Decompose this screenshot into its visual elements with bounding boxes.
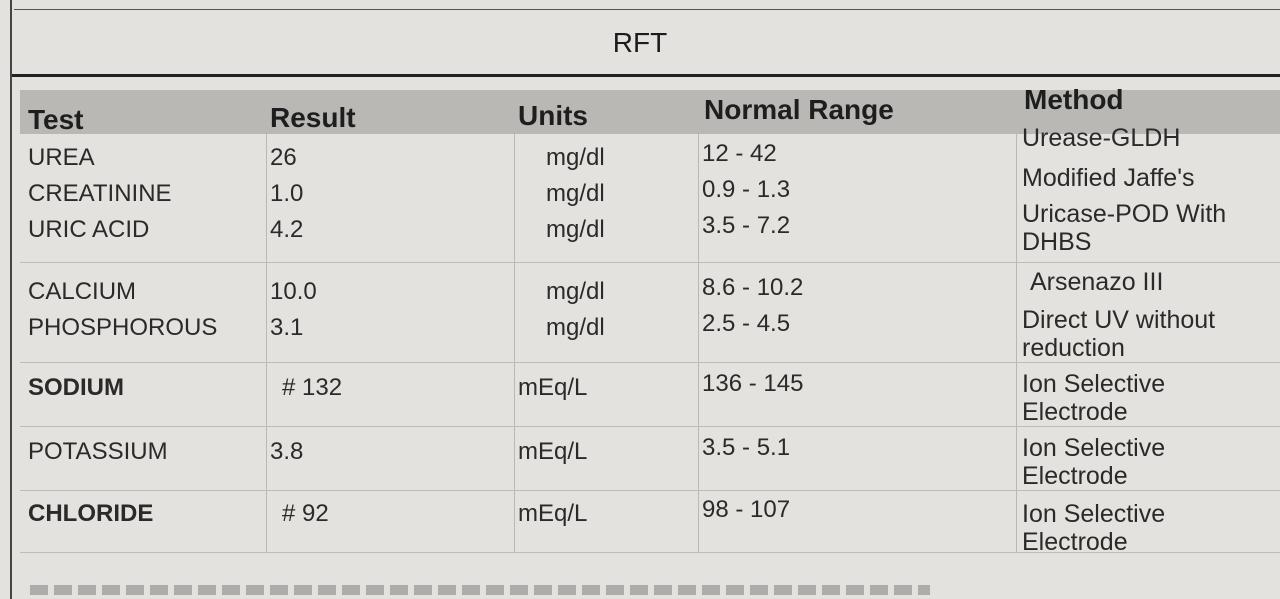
units-cell: mEq/L — [518, 500, 588, 527]
column-divider — [266, 134, 267, 552]
method-cell: Electrode — [1022, 528, 1128, 556]
test-name-cell: CALCIUM — [28, 278, 137, 305]
normal-range-cell: 136 - 145 — [702, 370, 804, 397]
method-cell: Modified Jaffe's — [1022, 164, 1195, 192]
footer-note-fragment — [30, 585, 930, 595]
normal-range-cell: 3.5 - 7.2 — [702, 212, 791, 239]
header-test: Test — [28, 104, 84, 135]
column-divider — [514, 134, 515, 552]
test-name-cell: CHLORIDE — [28, 500, 154, 527]
units-cell: mg/dl — [546, 216, 605, 243]
group-divider — [20, 362, 1280, 363]
test-name-cell: SODIUM — [28, 374, 124, 401]
normal-range-cell: 98 - 107 — [702, 496, 791, 523]
test-name-cell: UREA — [28, 144, 95, 171]
test-name-cell: CREATININE — [28, 180, 172, 207]
result-cell: 3.8 — [270, 438, 304, 465]
left-border-line — [10, 0, 12, 599]
column-divider — [1016, 134, 1017, 552]
header-normal-range: Normal Range — [704, 94, 894, 125]
result-cell: 26 — [270, 144, 297, 171]
normal-range-cell: 8.6 - 10.2 — [702, 274, 804, 301]
units-cell: mg/dl — [546, 278, 605, 305]
method-cell: reduction — [1022, 334, 1125, 362]
method-cell: Arsenazo III — [1030, 268, 1164, 296]
method-cell: Ion Selective — [1022, 370, 1166, 398]
results-table: Test Result Units Normal Range Method UR… — [20, 84, 1280, 556]
top-border-line — [14, 9, 1280, 10]
result-cell: 1.0 — [270, 180, 304, 207]
test-name-cell: PHOSPHOROUS — [28, 314, 218, 341]
units-cell: mg/dl — [546, 314, 605, 341]
method-cell: Ion Selective — [1022, 434, 1166, 462]
units-cell: mg/dl — [546, 144, 605, 171]
group-divider — [20, 262, 1280, 263]
units-cell: mEq/L — [518, 438, 588, 465]
method-cell: Direct UV without — [1022, 306, 1216, 334]
result-cell: 10.0 — [270, 278, 317, 305]
test-name-cell: URIC ACID — [28, 216, 150, 243]
units-cell: mg/dl — [546, 180, 605, 207]
result-cell: 3.1 — [270, 314, 304, 341]
units-cell: mEq/L — [518, 374, 588, 401]
method-cell: Electrode — [1022, 398, 1128, 426]
normal-range-cell: 0.9 - 1.3 — [702, 176, 791, 203]
method-cell: DHBS — [1022, 228, 1092, 256]
test-name-cell: POTASSIUM — [28, 438, 168, 465]
normal-range-cell: 3.5 - 5.1 — [702, 434, 791, 461]
report-title: RFT — [612, 27, 668, 58]
method-cell: Ion Selective — [1022, 500, 1166, 528]
method-cell: Electrode — [1022, 462, 1128, 490]
method-cell: Urease-GLDH — [1022, 124, 1181, 152]
table-header: Test Result Units Normal Range Method — [20, 84, 1280, 135]
method-cell: Uricase-POD With — [1022, 200, 1227, 228]
column-divider — [698, 134, 699, 552]
result-cell: 4.2 — [270, 216, 304, 243]
header-method: Method — [1024, 84, 1124, 115]
header-units: Units — [518, 100, 588, 131]
header-result: Result — [270, 102, 356, 133]
result-cell: # 132 — [282, 374, 343, 401]
table-bottom-line — [20, 552, 1280, 553]
result-cell: # 92 — [282, 500, 329, 527]
normal-range-cell: 12 - 42 — [702, 140, 777, 167]
group-divider — [20, 426, 1280, 427]
title-divider — [12, 74, 1280, 77]
normal-range-cell: 2.5 - 4.5 — [702, 310, 791, 337]
group-divider — [20, 490, 1280, 491]
